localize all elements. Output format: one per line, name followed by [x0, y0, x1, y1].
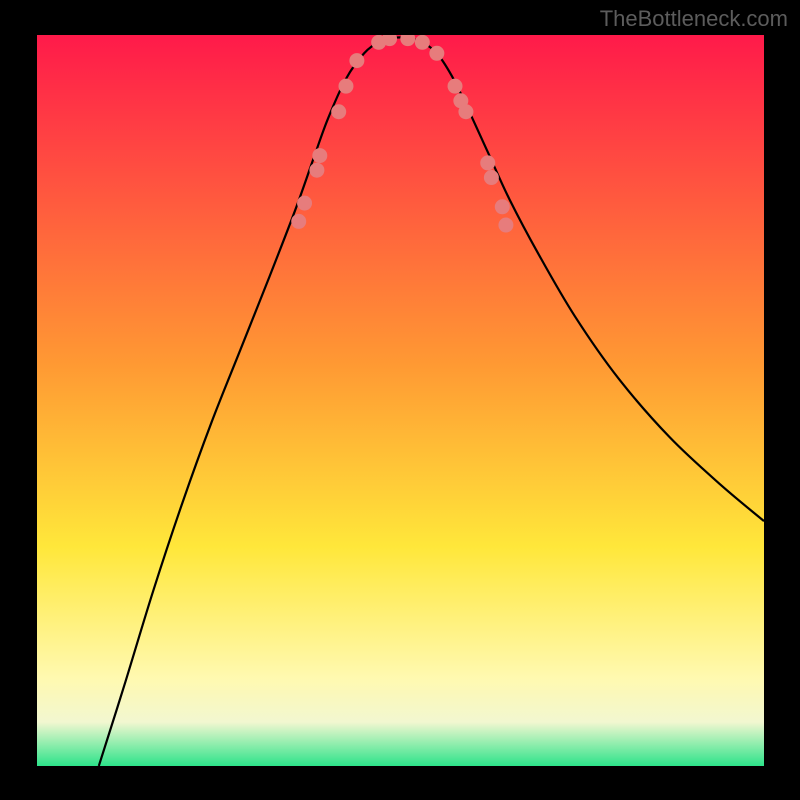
data-marker — [332, 105, 346, 119]
plot-svg — [37, 35, 764, 766]
data-marker — [481, 156, 495, 170]
data-marker — [310, 163, 324, 177]
data-marker — [401, 35, 415, 46]
data-marker — [292, 214, 306, 228]
data-marker — [448, 79, 462, 93]
plot-area — [37, 35, 764, 766]
data-marker — [313, 149, 327, 163]
data-marker — [430, 46, 444, 60]
data-marker — [495, 200, 509, 214]
data-marker — [499, 218, 513, 232]
data-marker — [484, 171, 498, 185]
data-marker — [459, 105, 473, 119]
data-marker — [383, 35, 397, 46]
data-marker — [350, 54, 364, 68]
data-marker — [415, 35, 429, 49]
data-marker — [339, 79, 353, 93]
v-curve — [99, 37, 764, 766]
chart-stage: TheBottleneck.com — [0, 0, 800, 800]
watermark-text: TheBottleneck.com — [600, 6, 788, 32]
data-marker — [298, 196, 312, 210]
